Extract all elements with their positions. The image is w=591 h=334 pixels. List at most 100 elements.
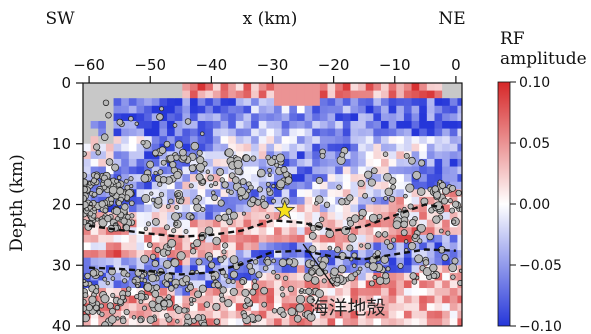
heatmap-cell [182, 83, 191, 92]
heatmap-cell [159, 227, 168, 236]
heatmap-cell [296, 158, 306, 168]
heatmap-cell [365, 189, 374, 198]
heatmap-cell [419, 151, 428, 160]
earthquake-point [135, 283, 140, 289]
heatmap-cell [388, 151, 397, 160]
heatmap-cell [426, 181, 436, 190]
heatmap-cell [182, 90, 191, 99]
earthquake-point [295, 294, 306, 304]
heatmap-cell [365, 151, 374, 160]
heatmap-cell [189, 181, 199, 190]
heatmap-cell [335, 242, 344, 251]
heatmap-cell [426, 143, 436, 152]
heatmap-cell [426, 295, 436, 304]
heatmap-cell [342, 189, 352, 198]
heatmap-cell [289, 166, 298, 175]
heatmap-cell [373, 151, 382, 160]
heatmap-cell [419, 128, 428, 137]
heatmap-cell [358, 83, 367, 92]
heatmap-cell [220, 196, 229, 206]
heatmap-cell [342, 158, 352, 168]
heatmap-cell [266, 242, 275, 251]
heatmap-cell [419, 310, 428, 320]
heatmap-cell [258, 265, 267, 274]
earthquake-point [351, 252, 358, 259]
earthquake-point [173, 170, 182, 180]
heatmap-cell [289, 227, 298, 236]
heatmap-cell [319, 272, 329, 282]
heatmap-cell [403, 204, 413, 213]
earthquake-point [412, 170, 422, 180]
heatmap-cell [220, 136, 229, 145]
heatmap-cell [358, 113, 367, 122]
earthquake-point [215, 214, 223, 222]
heatmap-cell [274, 83, 283, 92]
heatmap-cell [403, 234, 413, 244]
heatmap-cell [457, 310, 462, 320]
earthquake-point [143, 226, 149, 231]
heatmap-cell [296, 257, 306, 266]
earthquake-point [407, 241, 417, 251]
heatmap-cell [144, 250, 153, 259]
heatmap-cell [212, 257, 222, 266]
heatmap-cell [251, 295, 260, 304]
heatmap-cell [121, 90, 130, 99]
heatmap-cell [289, 212, 298, 221]
heatmap-cell [197, 189, 206, 198]
heatmap-cell [396, 242, 405, 251]
earthquake-point [111, 163, 120, 172]
heatmap-cell [342, 98, 352, 107]
heatmap-cell [403, 272, 413, 282]
heatmap-cell [296, 128, 306, 137]
heatmap-cell [251, 151, 260, 160]
heatmap-cell [144, 288, 153, 297]
heatmap-cell [281, 143, 290, 152]
heatmap-cell [350, 128, 359, 137]
heatmap-cell [388, 83, 397, 92]
heatmap-cell [136, 234, 145, 244]
heatmap-cell [151, 181, 161, 190]
heatmap-cell [182, 143, 191, 152]
earthquake-point [260, 195, 266, 201]
heatmap-cell [266, 105, 275, 114]
heatmap-cell [251, 181, 260, 190]
heatmap-cell [121, 151, 130, 160]
earthquake-point [193, 203, 202, 212]
earthquake-point [441, 253, 449, 262]
heatmap-cell [113, 166, 122, 175]
heatmap-cell [197, 250, 206, 259]
heatmap-cell [274, 234, 283, 244]
heatmap-cell [342, 128, 352, 137]
heatmap-cell [434, 227, 443, 236]
heatmap-cell [266, 303, 275, 312]
x-tick-label: −30 [257, 56, 289, 74]
heatmap-cell [121, 98, 130, 107]
heatmap-cell [274, 257, 283, 266]
heatmap-cell [396, 181, 405, 190]
earthquake-point [166, 294, 172, 300]
heatmap-cell [403, 128, 413, 137]
heatmap-cell [220, 310, 229, 320]
heatmap-cell [304, 128, 313, 137]
earthquake-point [115, 200, 122, 207]
heatmap-cell [98, 318, 107, 326]
heatmap-cell [83, 113, 92, 122]
heatmap-cell [189, 265, 199, 274]
heatmap-cell [212, 265, 222, 274]
heatmap-cell [189, 227, 199, 236]
heatmap-cell [105, 250, 115, 259]
heatmap-cell [365, 310, 374, 320]
heatmap-cell [266, 295, 275, 304]
heatmap-cell [90, 250, 99, 259]
heatmap-cell [312, 158, 321, 168]
heatmap-cell [312, 166, 321, 175]
heatmap-cell [98, 113, 107, 122]
heatmap-cell [381, 303, 390, 312]
earthquake-point [101, 184, 108, 191]
heatmap-cell [258, 83, 267, 92]
heatmap-cell [136, 83, 145, 92]
heatmap-cell [289, 181, 298, 190]
heatmap-cell [182, 181, 191, 190]
heatmap-cell [457, 250, 462, 259]
earthquake-point [149, 253, 157, 261]
